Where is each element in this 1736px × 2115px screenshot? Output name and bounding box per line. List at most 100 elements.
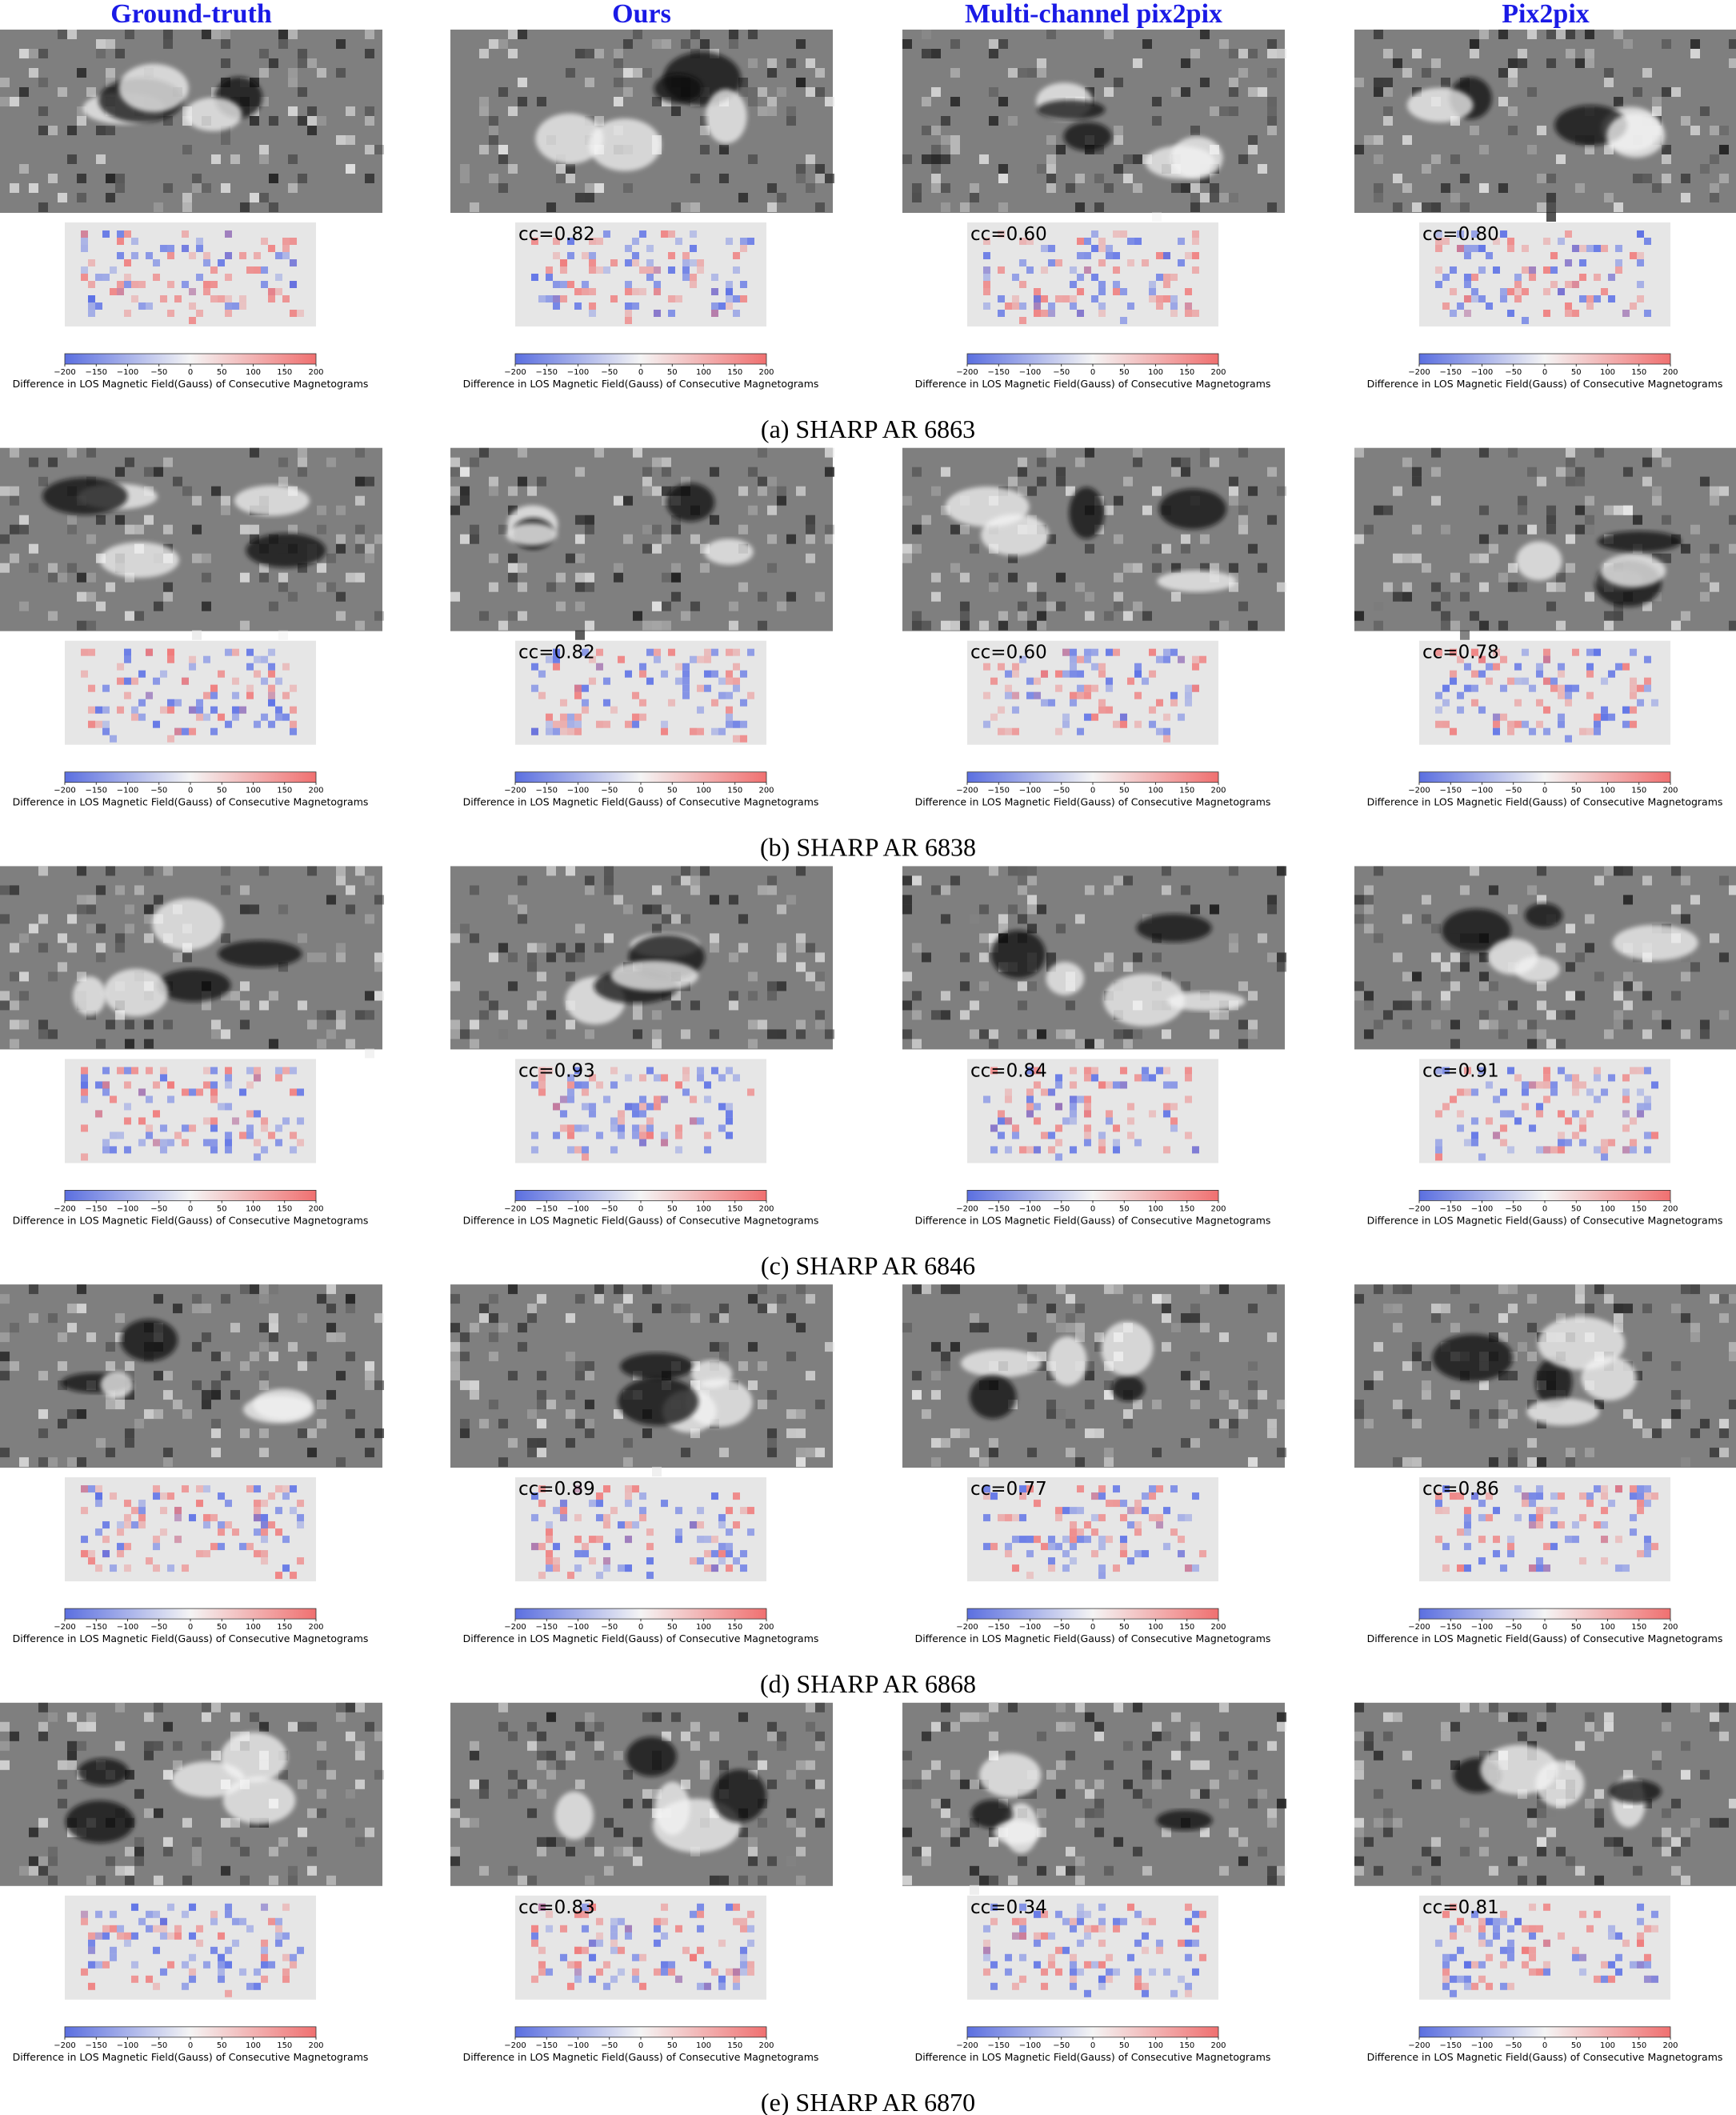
difference-pixel [1005, 302, 1012, 310]
pixel [86, 895, 96, 905]
pixel [796, 1019, 806, 1030]
pixel [1027, 895, 1037, 905]
difference-pixel [1529, 1564, 1536, 1572]
pixel [556, 572, 566, 583]
pixel [489, 486, 498, 496]
colorbar [966, 1608, 1219, 1620]
difference-pixel [131, 1975, 138, 1983]
difference-pixel [1084, 1139, 1091, 1147]
pixel [48, 1313, 58, 1324]
magnetogram [1354, 866, 1736, 1050]
pixel [1393, 202, 1402, 212]
colorbar-label: Difference in LOS Magnetic Field(Gauss) … [463, 1632, 819, 1644]
difference-pixel [1106, 706, 1113, 714]
difference-pixel [117, 1543, 124, 1551]
difference-pixel [102, 720, 110, 728]
pixel [1267, 467, 1277, 477]
difference-pixel [210, 1117, 218, 1125]
difference-pixel [117, 252, 124, 259]
difference-pixel [189, 706, 196, 714]
pixel [1171, 563, 1181, 573]
pixel [182, 1875, 192, 1885]
pixel [202, 1712, 211, 1722]
difference-pixel [538, 295, 546, 302]
difference-pixel [1594, 1146, 1601, 1154]
pixel [1479, 952, 1489, 963]
pixel [546, 1769, 556, 1780]
pixel [1152, 212, 1162, 222]
pixel [115, 1740, 125, 1751]
difference-pixel [1077, 691, 1084, 699]
pixel [527, 943, 537, 953]
pixel [767, 106, 777, 116]
flux-region [100, 1371, 134, 1398]
colorbar-tick-label: −100 [1471, 1204, 1493, 1213]
pixel [192, 524, 202, 535]
pixel [546, 1010, 556, 1020]
pixel [575, 49, 585, 58]
pixel [614, 97, 623, 106]
difference-pixel [268, 691, 275, 699]
difference-pixel [1134, 238, 1142, 245]
difference-pixel [1185, 1074, 1192, 1082]
pixel [67, 1712, 77, 1722]
pixel [729, 1000, 738, 1011]
difference-pixel [718, 1514, 726, 1522]
pixel [1162, 1029, 1171, 1039]
difference-pixel [1034, 1067, 1041, 1075]
difference-pixel [268, 691, 275, 699]
pixel [1200, 563, 1210, 573]
difference-pixel [682, 1067, 690, 1075]
difference-pixel [546, 655, 553, 663]
pixel [1018, 601, 1027, 611]
difference-pixel [297, 1139, 304, 1147]
difference-pixel [1106, 1081, 1113, 1089]
pixel [825, 467, 834, 477]
pixel [527, 1779, 537, 1789]
difference-pixel [102, 1932, 110, 1940]
pixel [1546, 212, 1556, 222]
difference-pixel [704, 655, 711, 663]
difference-pixel [682, 266, 690, 274]
difference-pixel [567, 1961, 574, 1969]
difference-pixel [290, 727, 297, 735]
difference-pixel [1529, 1514, 1536, 1522]
pixel [211, 30, 221, 39]
pixel [1489, 534, 1498, 544]
difference-pixel [582, 1550, 589, 1558]
pixel [508, 572, 518, 583]
difference-pixel [1493, 266, 1500, 274]
difference-pixel [1077, 1507, 1084, 1515]
pixel [240, 1000, 250, 1011]
flux-region [1516, 541, 1562, 581]
colorbar-tick-label: −150 [1440, 368, 1462, 377]
pixel [470, 1817, 479, 1828]
pixel [508, 1789, 518, 1799]
colorbar-tick-label: 50 [1571, 787, 1582, 795]
difference-pixel [553, 1543, 560, 1551]
pixel [767, 991, 777, 1001]
difference-pixel [733, 1492, 740, 1500]
pixel [508, 611, 518, 621]
pixel [1431, 58, 1441, 68]
difference-map [1419, 1477, 1670, 1582]
pixel [1085, 447, 1094, 458]
difference-pixel [553, 302, 560, 310]
colorbar-label: Difference in LOS Magnetic Field(Gauss) … [13, 1214, 369, 1226]
pixel [922, 515, 931, 525]
difference-pixel [261, 1536, 268, 1544]
difference-pixel [1608, 295, 1615, 302]
pixel [1008, 68, 1018, 78]
pixel [594, 116, 604, 126]
difference-pixel [1026, 1572, 1034, 1580]
pixel [642, 1428, 652, 1439]
difference-pixel [290, 259, 297, 266]
pixel [1027, 1294, 1037, 1304]
pixel [1210, 1029, 1219, 1039]
difference-pixel [1077, 655, 1084, 663]
difference-background [65, 1895, 316, 2000]
difference-pixel [110, 1096, 117, 1104]
colorbar-tick-label: −200 [956, 1623, 978, 1632]
pixel [307, 1428, 317, 1439]
pixel [1662, 174, 1671, 183]
